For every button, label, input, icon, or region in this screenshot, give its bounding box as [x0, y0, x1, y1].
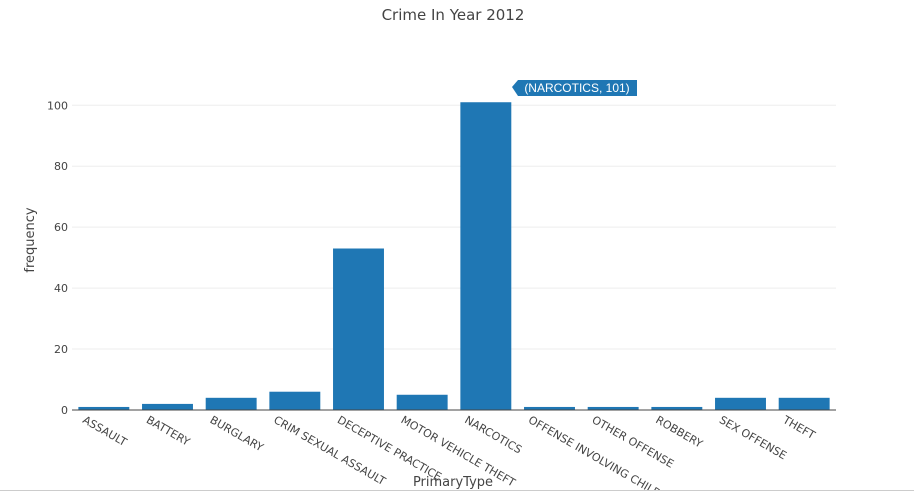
bar-assault[interactable]	[78, 406, 130, 410]
bars	[78, 102, 830, 411]
tooltip-box	[512, 80, 637, 96]
x-tick-label: CRIM SEXUAL ASSAULT	[271, 413, 388, 488]
hover-tooltip: (NARCOTICS, 101)	[512, 80, 637, 96]
bar-offense-involving-children[interactable]	[524, 406, 575, 410]
x-tick-label: THEFT	[780, 413, 818, 442]
bar-burglary[interactable]	[205, 397, 257, 410]
tooltip-text: (NARCOTICS, 101)	[524, 81, 629, 95]
gridlines	[72, 104, 836, 350]
x-tick-label: BATTERY	[144, 413, 192, 448]
y-tick-label: 100	[47, 99, 68, 112]
bar-battery[interactable]	[142, 403, 193, 410]
bar-crim-sexual-assault[interactable]	[269, 391, 321, 410]
y-tick-label: 80	[54, 160, 68, 173]
y-axis-ticks: 0 20 40 60 80 100	[47, 99, 68, 417]
x-tick-label: SEX OFFENSE	[717, 413, 789, 462]
y-axis-title: frequency	[23, 207, 38, 273]
y-tick-label: 40	[54, 282, 68, 295]
y-tick-label: 20	[54, 343, 68, 356]
bar-robbery[interactable]	[651, 406, 703, 410]
bar-narcotics[interactable]	[460, 102, 512, 411]
y-tick-label: 0	[61, 404, 68, 417]
bar-motor-vehicle-theft[interactable]	[396, 394, 448, 410]
x-tick-label: ASSAULT	[80, 413, 129, 449]
x-tick-label: NARCOTICS	[462, 413, 524, 456]
x-tick-label: ROBBERY	[653, 413, 705, 450]
x-tick-label: DECEPTIVE PRACTICE	[335, 413, 444, 483]
bar-sex-offense[interactable]	[715, 397, 766, 410]
bar-theft[interactable]	[778, 397, 830, 410]
x-tick-label: BURGLARY	[208, 413, 266, 454]
chart-title: Crime In Year 2012	[382, 6, 525, 24]
bar-deceptive-practice[interactable]	[333, 248, 384, 411]
bar-other-offense[interactable]	[587, 406, 639, 410]
y-tick-label: 60	[54, 221, 68, 234]
x-axis-title: PrimaryType	[413, 475, 493, 490]
